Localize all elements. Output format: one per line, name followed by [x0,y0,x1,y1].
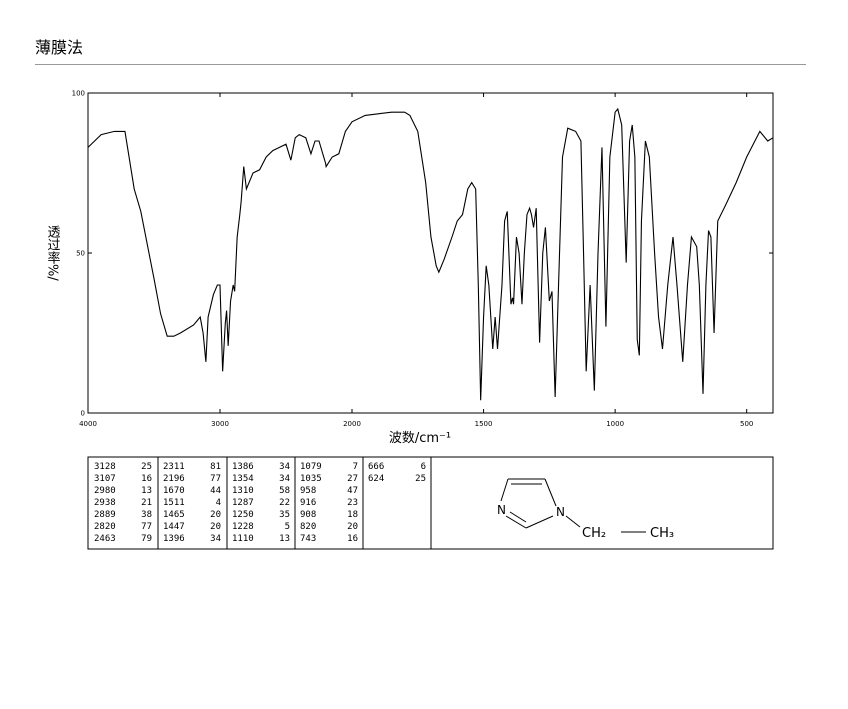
peak-wavenumber: 1511 [163,498,185,508]
peak-wavenumber: 624 [368,474,384,484]
peak-transmittance: 34 [279,474,290,484]
peak-transmittance: 18 [347,510,358,520]
peak-transmittance: 5 [285,522,290,532]
peak-transmittance: 79 [141,534,152,544]
peak-wavenumber: 1228 [232,522,254,532]
peak-transmittance: 13 [141,486,152,496]
peak-transmittance: 23 [347,498,358,508]
peak-wavenumber: 1447 [163,522,185,532]
peak-transmittance: 25 [415,474,426,484]
peak-transmittance: 38 [141,510,152,520]
y-tick-label: 0 [81,410,85,418]
peak-wavenumber: 820 [300,522,316,532]
peak-transmittance: 16 [141,474,152,484]
peak-wavenumber: 1386 [232,462,254,472]
y-axis-label: 透过率%/ [45,225,61,281]
peak-wavenumber: 2889 [94,510,116,520]
peak-wavenumber: 1310 [232,486,254,496]
peak-transmittance: 27 [347,474,358,484]
table-dividers [157,457,432,549]
peak-wavenumber: 2820 [94,522,116,532]
peak-wavenumber: 3128 [94,462,116,472]
peak-wavenumber: 2980 [94,486,116,496]
peak-transmittance: 34 [279,462,290,472]
peak-wavenumber: 1110 [232,534,254,544]
peak-transmittance: 20 [210,510,221,520]
peak-wavenumber: 743 [300,534,316,544]
peak-transmittance: 77 [210,474,221,484]
structure-atom: N [497,503,506,517]
peak-wavenumber: 908 [300,510,316,520]
x-tick-label: 1000 [606,420,624,428]
peak-wavenumber: 3107 [94,474,116,484]
peak-wavenumber: 2463 [94,534,116,544]
peak-wavenumber: 1465 [163,510,185,520]
x-tick-label: 1500 [475,420,493,428]
peak-wavenumber: 1396 [163,534,185,544]
x-tick-label: 2000 [343,420,361,428]
peak-wavenumber: 2938 [94,498,116,508]
peak-transmittance: 16 [347,534,358,544]
y-tick-label: 100 [72,90,85,98]
peak-wavenumber: 2311 [163,462,185,472]
structure-atom: N [556,505,565,519]
peak-transmittance: 6 [421,462,426,472]
structure-group: CH₃ [650,526,674,541]
plot-frame [87,92,774,414]
peak-transmittance: 35 [279,510,290,520]
peak-wavenumber: 916 [300,498,316,508]
peak-transmittance: 34 [210,534,221,544]
peak-transmittance: 77 [141,522,152,532]
peak-wavenumber: 1670 [163,486,185,496]
peak-transmittance: 25 [141,462,152,472]
structure-group: CH₂ [582,526,606,541]
peak-transmittance: 7 [353,462,358,472]
peak-transmittance: 13 [279,534,290,544]
peak-wavenumber: 666 [368,462,384,472]
y-tick-label: 50 [76,250,85,258]
peak-transmittance: 4 [216,498,221,508]
peak-transmittance: 20 [210,522,221,532]
peak-wavenumber: 958 [300,486,316,496]
peak-wavenumber: 1035 [300,474,322,484]
peak-transmittance: 21 [141,498,152,508]
peak-wavenumber: 2196 [163,474,185,484]
peak-wavenumber: 1079 [300,462,322,472]
peak-transmittance: 22 [279,498,290,508]
x-tick-label: 3000 [211,420,229,428]
x-tick-label: 4000 [79,420,97,428]
structure-bonds [500,478,646,533]
peak-wavenumber: 1354 [232,474,254,484]
peak-transmittance: 20 [347,522,358,532]
spectrum-line [87,107,774,401]
peak-wavenumber: 1250 [232,510,254,520]
page-title: 薄膜法 [35,38,83,57]
peak-transmittance: 44 [210,486,221,496]
x-tick-label: 500 [740,420,753,428]
peak-transmittance: 47 [347,486,358,496]
peak-wavenumber: 1287 [232,498,254,508]
peak-transmittance: 81 [210,462,221,472]
x-axis-label: 波数/cm⁻¹ [389,431,451,446]
peak-transmittance: 58 [279,486,290,496]
